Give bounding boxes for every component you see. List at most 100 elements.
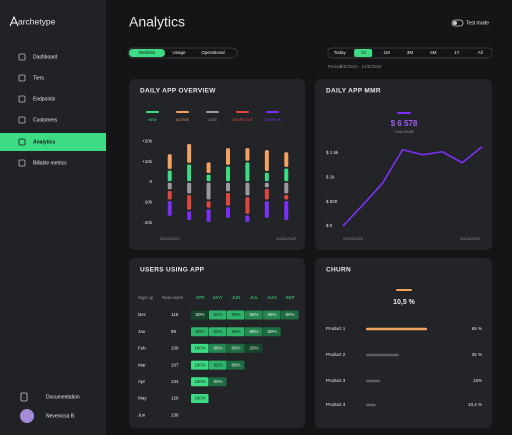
tab[interactable]: Operational <box>201 50 224 55</box>
bar <box>226 182 230 192</box>
bar <box>366 327 428 331</box>
range[interactable]: 3M <box>407 50 414 55</box>
column-header: MAY <box>213 295 222 300</box>
cell-text: Dec <box>138 312 147 317</box>
column-header: APR <box>195 295 205 300</box>
range[interactable]: 1Y <box>454 50 460 55</box>
ranges <box>327 47 493 59</box>
column-header: JUN <box>232 295 241 300</box>
sidebar <box>0 0 106 435</box>
tab[interactable]: Website <box>139 50 156 55</box>
cell-text: May <box>138 396 147 401</box>
bar <box>167 182 172 190</box>
card <box>129 79 305 250</box>
cell-text: 90% <box>195 329 204 334</box>
cell-text: 80% <box>231 346 240 351</box>
cell <box>227 310 245 320</box>
y-tick-label: $ 500 <box>326 199 338 204</box>
bar <box>187 195 192 210</box>
legend-label: NEW <box>148 118 157 122</box>
legend-label: CHURN IN <box>264 118 282 122</box>
avatar[interactable] <box>20 409 34 423</box>
cell-text: 80% <box>267 329 276 334</box>
cell-text: 80% <box>285 312 294 317</box>
cell <box>281 310 299 320</box>
cell <box>209 310 227 320</box>
cell-text: 100% <box>194 346 206 351</box>
period: 6/5/2022 - 12/5/2022 <box>340 64 382 69</box>
bar <box>245 162 250 182</box>
bar <box>167 190 172 200</box>
cell-text: 86% <box>213 346 222 351</box>
bar <box>284 201 289 220</box>
legend-swatch <box>266 111 279 113</box>
cell-text: 128 <box>171 396 179 401</box>
bar <box>167 170 172 182</box>
range-active[interactable] <box>354 49 373 57</box>
card <box>315 79 492 250</box>
nav-icon <box>18 95 26 103</box>
y-tick-label: -20k <box>143 220 153 225</box>
bar <box>264 172 269 182</box>
cell <box>263 327 281 337</box>
legend-swatch <box>206 111 219 113</box>
cell <box>191 310 209 320</box>
x-tick-label: 23/04/2022 <box>343 236 364 241</box>
legend-label: ACTIVE <box>176 118 189 122</box>
cell-text: 108 <box>171 346 179 351</box>
range[interactable]: Today <box>334 50 347 55</box>
bar <box>264 188 269 200</box>
cell <box>209 377 227 387</box>
tab[interactable]: Usage <box>172 50 186 55</box>
nav-icon <box>18 159 26 167</box>
cell-text: Apr <box>138 379 146 384</box>
cell <box>227 327 245 337</box>
nav-link[interactable]: Tiers <box>33 75 44 81</box>
cell-text: 92% <box>213 329 222 334</box>
cell-text: 100% <box>194 379 206 384</box>
bar <box>264 201 269 218</box>
nav-link[interactable]: Endpoints <box>33 96 56 102</box>
bar <box>284 195 289 200</box>
nav-link[interactable]: Documentation <box>46 394 80 400</box>
bar <box>206 174 211 182</box>
range[interactable]: 6M <box>430 50 437 55</box>
nav-icon <box>18 74 26 82</box>
column-header: JUL <box>250 295 258 300</box>
nav-link[interactable]: Customers <box>33 117 58 123</box>
total: 10,5 % <box>393 299 416 306</box>
cell <box>191 394 209 403</box>
bar <box>245 148 250 161</box>
bar <box>226 166 230 182</box>
bar <box>206 209 211 222</box>
tab-active[interactable] <box>129 49 165 57</box>
nav-link[interactable]: Analytics <box>33 139 55 145</box>
card-title: DAILY APP OVERVIEW <box>140 88 216 95</box>
column-header: AUG <box>267 295 277 300</box>
cell <box>245 310 263 320</box>
cell-text: 80% <box>213 379 222 384</box>
bar <box>366 379 381 383</box>
y-tick-label: 0 <box>149 179 152 184</box>
toggle-knob <box>453 21 457 25</box>
range[interactable]: All <box>478 50 483 55</box>
page-title: Analytics <box>129 14 185 30</box>
doc-icon <box>20 392 28 402</box>
category-label: Product 1 <box>326 326 346 331</box>
legend-label: LOST <box>208 118 218 122</box>
bar <box>284 182 289 194</box>
cell-text: 86% <box>267 312 276 317</box>
bar <box>226 148 230 165</box>
bar <box>187 211 192 220</box>
cell-text: 89 <box>171 329 177 334</box>
nav-link[interactable]: Dashboard <box>33 54 58 60</box>
range[interactable]: 7d <box>361 50 367 55</box>
nav-link[interactable]: Billable metrics <box>33 160 67 166</box>
cell <box>209 327 227 337</box>
range[interactable]: 1M <box>383 50 390 55</box>
cell <box>191 360 209 370</box>
user-name[interactable]: Nevenicsa B. <box>46 413 75 419</box>
y-tick-label: +20k <box>142 138 153 143</box>
toggle[interactable] <box>451 19 464 27</box>
